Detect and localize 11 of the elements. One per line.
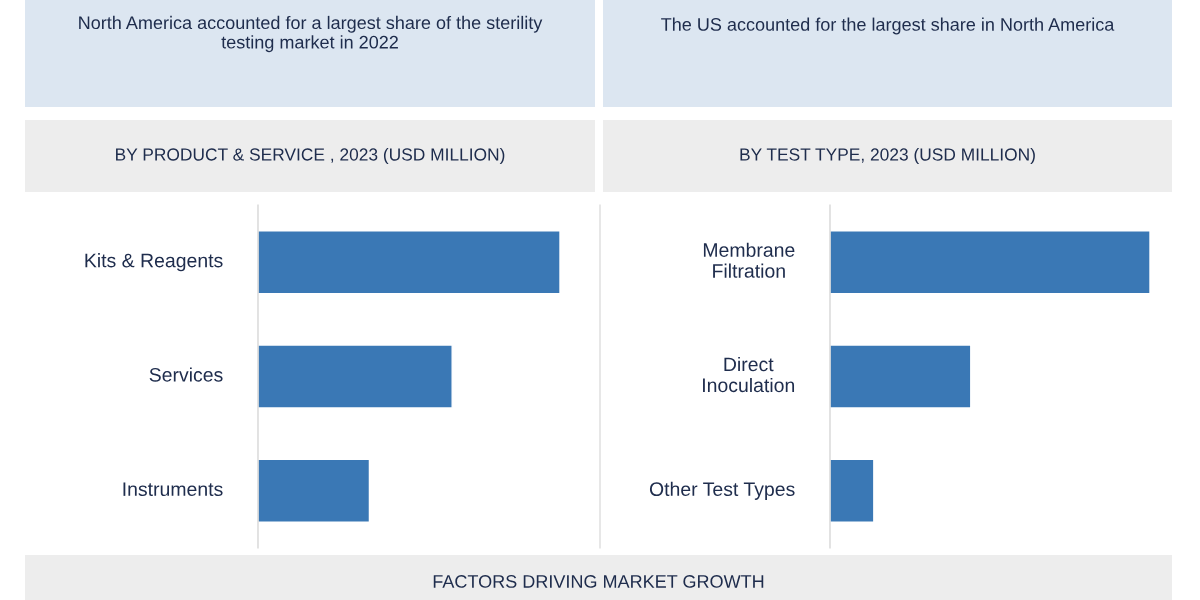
text: The US accounted for the largest share in North America (661, 17, 1115, 35)
y-tick-label: Services (149, 367, 223, 382)
y-tick-label: Direct Inoculation (703, 356, 795, 393)
text: North America accounted for a largest share of the sterility testing market in 2022 (79, 15, 543, 53)
text: FACTORS DRIVING MARKET GROWTH (433, 575, 764, 588)
chart-title: BY PRODUCT & SERVICE , 2023 (USD MILLION) (116, 147, 505, 165)
y-tick-label: Kits & Reagents (85, 253, 223, 272)
y-tick-label: Instruments (123, 482, 223, 497)
y-tick-label: Membrane Filtration (703, 242, 795, 278)
chart-title: BY TEST TYPE, 2023 (USD MILLION) (740, 147, 1035, 165)
y-tick-label: Other Test Types (649, 481, 795, 500)
